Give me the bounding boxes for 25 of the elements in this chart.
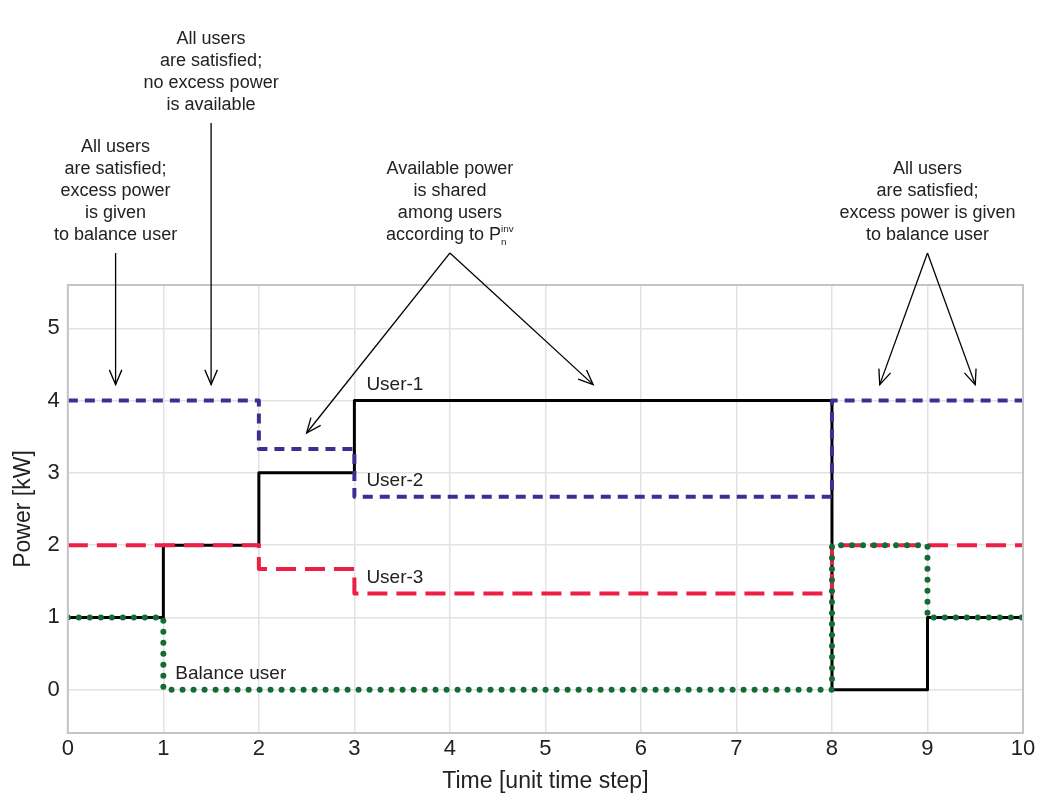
x-tick-label: 3 — [348, 735, 361, 761]
series-label: User-3 — [366, 566, 424, 588]
x-tick-label: 10 — [1010, 735, 1036, 761]
x-axis-title: Time [unit time step] — [442, 766, 649, 793]
series-label: User-1 — [366, 373, 424, 395]
y-tick-label: 2 — [47, 531, 60, 557]
x-tick-label: 6 — [634, 735, 648, 761]
text: All users are satisfied; excess power is given to balance user — [54, 136, 178, 244]
x-tick-label: 7 — [730, 735, 743, 761]
x-tick-label: 9 — [921, 735, 934, 761]
y-tick-label: 1 — [47, 603, 60, 629]
text: All users are satisfied; no excess power is available — [143, 28, 279, 114]
x-tick-label: 4 — [443, 735, 457, 761]
x-tick-label: 5 — [539, 735, 552, 761]
y-tick-label: 0 — [47, 675, 60, 701]
text: All users are satisfied; excess power is given to balance user — [839, 158, 1016, 244]
x-tick-label: 1 — [157, 735, 170, 761]
y-tick-label: 5 — [47, 314, 60, 340]
y-axis-title: Power [kW] — [9, 450, 36, 568]
series-label: Balance user — [175, 662, 287, 684]
y-tick-label: 3 — [47, 458, 60, 484]
y-tick-label: 4 — [47, 386, 60, 412]
x-tick-label: 2 — [252, 735, 265, 761]
x-tick-label: 8 — [825, 735, 839, 761]
series-label: User-2 — [366, 469, 424, 491]
